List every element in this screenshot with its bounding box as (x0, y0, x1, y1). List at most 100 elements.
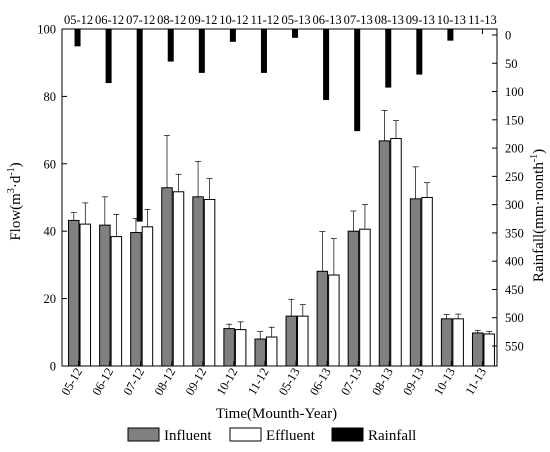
right-tick-label: 400 (505, 255, 524, 269)
effluent-bar (297, 315, 309, 367)
right-tick-label: 300 (505, 198, 524, 212)
right-tick-label: 500 (505, 311, 524, 325)
bottom-tick-label: 10-13 (431, 366, 458, 398)
influent-bar (347, 230, 360, 367)
influent-bar (378, 140, 391, 367)
influent-bar (130, 232, 142, 367)
bottom-tick-label: 09-12 (183, 366, 210, 398)
bottom-tick-label: 08-13 (369, 366, 396, 398)
influent-bar (471, 332, 484, 367)
influent-bar (192, 196, 204, 367)
rainfall-bar (447, 29, 454, 41)
rainfall-bar (292, 29, 299, 38)
left-tick-label: 20 (44, 292, 57, 306)
effluent-bar (359, 228, 371, 367)
top-tick-label: 11-13 (468, 13, 497, 27)
y-axis-left-title: Flow(m3·d-1) (6, 162, 24, 240)
influent-bar (223, 328, 235, 367)
y-axis-left-title-part: ·d (8, 175, 24, 188)
left-tick-label: 40 (44, 225, 57, 239)
plot-frame (61, 28, 498, 367)
y-axis-left-title-part: Flow(m (8, 193, 24, 241)
axis-titles: Time(Mounth-Year)Flow(m3·d-1) Rainfall(mm… (6, 149, 547, 422)
top-tick-label: 10-13 (437, 13, 466, 27)
right-tick-label: 150 (505, 113, 524, 127)
top-tick-label: 07-13 (344, 13, 373, 27)
effluent-bar (79, 223, 92, 367)
legend-influent-label: Influent (164, 428, 212, 444)
top-tick-label: 10-12 (219, 13, 248, 27)
rainfall-layer (74, 29, 454, 222)
influent-bar (440, 318, 453, 367)
bottom-tick-label: 10-12 (214, 366, 241, 398)
top-tick-label: 05-12 (64, 13, 93, 27)
effluent-bar (172, 191, 185, 367)
bottom-tick-label: 06-12 (89, 366, 116, 398)
right-tick-label: 200 (505, 142, 524, 156)
influent-bar (254, 338, 266, 367)
effluent-bar (390, 138, 402, 367)
top-tick-label: 09-13 (406, 13, 435, 27)
error-bars-layer (70, 110, 493, 340)
influent-bar (409, 198, 422, 367)
effluent-bar (452, 318, 464, 367)
left-tick-label: 100 (37, 23, 56, 37)
right-tick-label: 350 (505, 226, 524, 240)
bottom-tick-label: 11-13 (463, 366, 489, 398)
effluent-bar (265, 336, 278, 367)
top-tick-label: 08-13 (375, 13, 404, 27)
effluent-bar (203, 199, 216, 367)
bottom-tick-label: 07-13 (338, 366, 365, 398)
y-axis-right-title-part: -1 (529, 154, 540, 162)
bottom-tick-label: 05-13 (276, 366, 303, 398)
top-tick-label: 08-12 (157, 13, 186, 27)
top-tick-label: 07-12 (126, 13, 155, 27)
bottom-tick-label: 06-13 (307, 366, 334, 398)
rainfall-bar (167, 29, 174, 62)
top-tick-label: 06-12 (95, 13, 124, 27)
bottom-tick-label: 09-13 (400, 366, 427, 398)
x-axis-title: Time(Mounth-Year) (216, 406, 337, 422)
y-axis-right-title-part: ) (531, 149, 547, 154)
effluent-bar (328, 274, 340, 367)
y-axis-right-title-part: Rainfall(mm·month (531, 162, 547, 282)
effluent-bar (483, 333, 495, 367)
rainfall-bar (198, 29, 205, 73)
right-tick-label: 100 (505, 85, 524, 99)
influent-bar (68, 219, 80, 367)
legend-effluent-swatch (229, 427, 262, 442)
right-tick-label: 0 (505, 29, 511, 43)
rainfall-bar (229, 29, 236, 42)
effluent-bar (421, 197, 433, 367)
right-tick-label: 50 (505, 57, 518, 71)
right-tick-label: 550 (505, 340, 524, 354)
bottom-tick-label: 07-12 (121, 366, 148, 398)
influent-bar (161, 187, 173, 367)
rainfall-bar (74, 29, 81, 47)
bottom-tick-label: 08-12 (152, 366, 179, 398)
y-axis-left-title-part: 3 (6, 188, 17, 193)
influent-bar (99, 224, 111, 367)
legend-rainfall-swatch (331, 427, 364, 442)
top-tick-label: 09-12 (188, 13, 217, 27)
y-axis-right-title: Rainfall(mm·month-1) (529, 149, 547, 282)
rainfall-bar (105, 29, 112, 84)
rainfall-bar (136, 29, 143, 222)
legend: Influent Effluent Rainfall (127, 427, 416, 444)
top-tick-label: 11-12 (251, 13, 280, 27)
rainfall-bar (354, 29, 361, 132)
bottom-tick-label: 11-12 (245, 366, 271, 398)
left-tick-label: 60 (44, 157, 57, 171)
influent-bar (316, 270, 329, 367)
y-axis-left-title-part: ) (8, 162, 24, 167)
effluent-bar (234, 329, 247, 367)
rainfall-bar (323, 29, 330, 101)
left-tick-label: 80 (44, 90, 57, 104)
influent-bar (285, 315, 298, 367)
left-tick-label: 0 (50, 360, 56, 374)
legend-influent-swatch (127, 427, 160, 442)
bars-layer (68, 138, 495, 367)
effluent-bar (110, 236, 123, 367)
bottom-tick-label: 05-12 (58, 366, 85, 398)
